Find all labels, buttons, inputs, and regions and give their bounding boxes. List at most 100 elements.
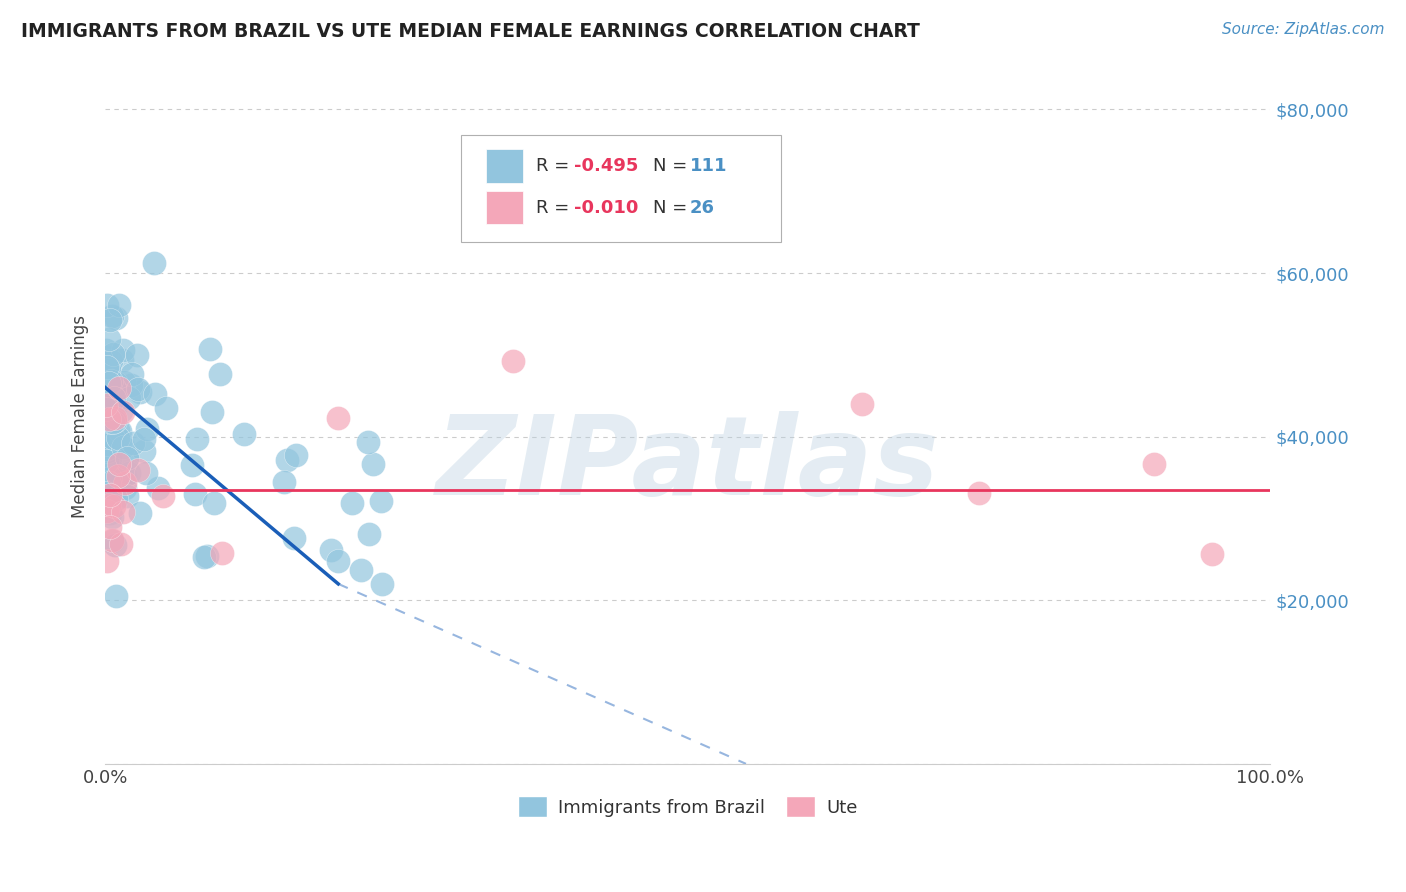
Point — [328, 411, 350, 425]
Point — [142, 256, 165, 270]
Point — [371, 576, 394, 591]
Point — [114, 469, 136, 483]
Point — [103, 487, 125, 501]
Point — [94, 402, 117, 417]
Point — [107, 457, 129, 471]
Point — [350, 563, 373, 577]
Legend: Immigrants from Brazil, Ute: Immigrants from Brazil, Ute — [510, 789, 865, 824]
Point — [273, 475, 295, 489]
Point — [100, 396, 122, 410]
Text: R =: R = — [536, 199, 575, 217]
Point — [361, 457, 384, 471]
Point — [96, 420, 118, 434]
Point — [502, 354, 524, 368]
Point — [111, 352, 134, 367]
Point — [107, 431, 129, 445]
Point — [98, 487, 121, 501]
Text: N =: N = — [652, 157, 693, 175]
Point — [112, 375, 135, 389]
Point — [103, 389, 125, 403]
Point — [276, 452, 298, 467]
Point — [94, 442, 117, 456]
Point — [209, 367, 232, 381]
Point — [100, 353, 122, 368]
Point — [967, 486, 990, 500]
Point — [340, 496, 363, 510]
Point — [96, 392, 118, 406]
Point — [186, 432, 208, 446]
Point — [145, 387, 167, 401]
Point — [108, 298, 131, 312]
Point — [114, 481, 136, 495]
Point — [285, 448, 308, 462]
Point — [96, 412, 118, 426]
Point — [96, 298, 118, 312]
Point — [118, 391, 141, 405]
Y-axis label: Median Female Earnings: Median Female Earnings — [72, 315, 89, 517]
Point — [96, 412, 118, 426]
FancyBboxPatch shape — [486, 191, 523, 224]
Point — [97, 475, 120, 489]
Point — [104, 413, 127, 427]
Point — [120, 378, 142, 392]
Point — [100, 417, 122, 431]
Point — [100, 374, 122, 388]
Point — [96, 453, 118, 467]
Point — [200, 342, 222, 356]
Text: 26: 26 — [690, 199, 716, 217]
Point — [104, 492, 127, 507]
Point — [100, 415, 122, 429]
Point — [114, 475, 136, 490]
Point — [103, 431, 125, 445]
FancyBboxPatch shape — [461, 135, 780, 243]
Point — [101, 534, 124, 549]
Point — [232, 426, 254, 441]
Point — [134, 443, 156, 458]
Point — [851, 397, 873, 411]
Point — [118, 466, 141, 480]
Point — [357, 435, 380, 450]
Point — [105, 376, 128, 391]
Point — [98, 506, 121, 520]
Point — [101, 464, 124, 478]
Point — [132, 432, 155, 446]
Point — [181, 458, 204, 472]
Point — [98, 471, 121, 485]
Point — [108, 434, 131, 448]
Point — [94, 437, 117, 451]
Point — [96, 504, 118, 518]
Point — [103, 381, 125, 395]
Point — [115, 489, 138, 503]
Point — [321, 543, 343, 558]
Point — [98, 363, 121, 377]
Point — [105, 311, 128, 326]
Point — [94, 350, 117, 364]
Text: IMMIGRANTS FROM BRAZIL VS UTE MEDIAN FEMALE EARNINGS CORRELATION CHART: IMMIGRANTS FROM BRAZIL VS UTE MEDIAN FEM… — [21, 22, 920, 41]
Point — [101, 347, 124, 361]
Point — [97, 376, 120, 390]
Point — [96, 418, 118, 433]
Point — [98, 313, 121, 327]
Point — [94, 406, 117, 420]
Point — [107, 381, 129, 395]
Point — [97, 444, 120, 458]
Point — [100, 399, 122, 413]
Point — [193, 549, 215, 564]
Text: Source: ZipAtlas.com: Source: ZipAtlas.com — [1222, 22, 1385, 37]
Point — [202, 496, 225, 510]
Point — [107, 469, 129, 483]
Point — [283, 531, 305, 545]
Point — [201, 404, 224, 418]
Point — [103, 391, 125, 405]
Text: R =: R = — [536, 157, 575, 175]
Point — [100, 309, 122, 323]
Point — [96, 554, 118, 568]
Point — [111, 440, 134, 454]
Point — [1201, 547, 1223, 561]
Point — [125, 348, 148, 362]
Point — [108, 424, 131, 438]
Point — [100, 397, 122, 411]
Point — [94, 398, 117, 412]
Point — [98, 498, 121, 512]
Point — [1143, 457, 1166, 471]
